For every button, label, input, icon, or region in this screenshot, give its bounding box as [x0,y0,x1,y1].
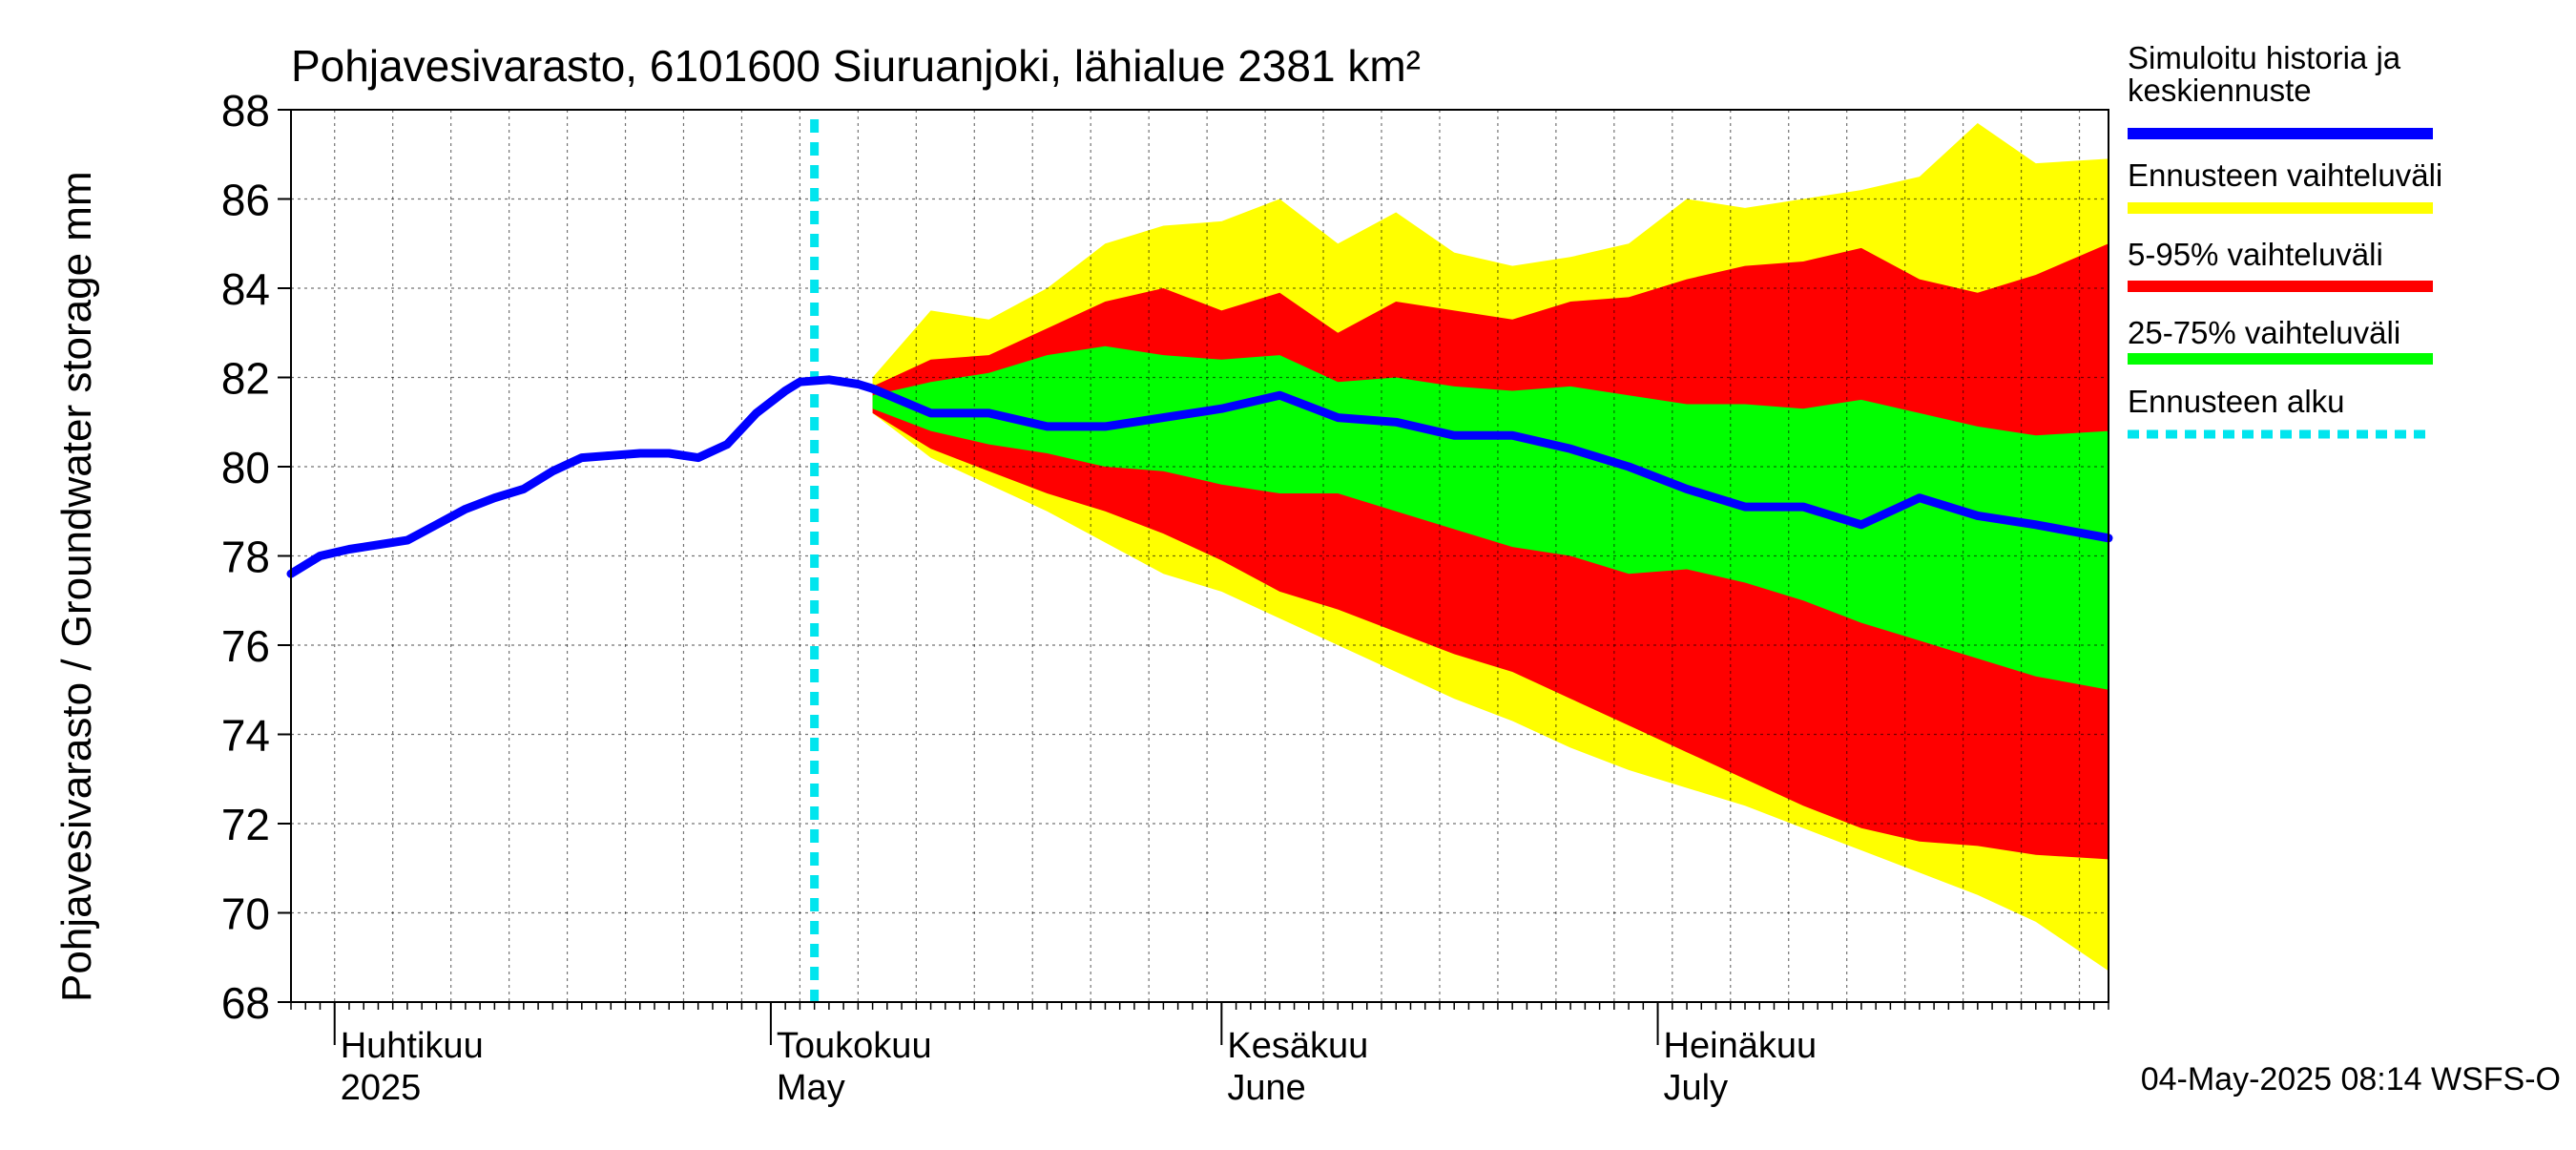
band-25-75 [872,345,2109,690]
x-month-sublabel: 2025 [341,1068,422,1108]
legend-label: Ennusteen vaihteluväli [2128,157,2442,193]
y-tick-label: 84 [221,264,270,314]
x-month-sublabel: July [1664,1068,1729,1108]
y-tick-label: 78 [221,533,270,582]
legend-label-line2: keskiennuste [2128,73,2312,108]
y-tick-label: 70 [221,889,270,939]
legend-label: Ennusteen alku [2128,384,2345,419]
footer-timestamp: 04-May-2025 08:14 WSFS-O [2141,1061,2561,1098]
x-month-label: Huhtikuu [341,1026,484,1066]
y-tick-label: 88 [221,86,270,136]
legend-label: 25-75% vaihteluväli [2128,315,2400,350]
legend-label: 5-95% vaihteluväli [2128,237,2383,272]
y-tick-label: 74 [221,711,270,761]
y-tick-label: 80 [221,443,270,492]
forecast-bands [872,123,2109,972]
y-tick-label: 76 [221,621,270,671]
grid [291,109,2109,1003]
history-mean-line [286,375,2113,578]
y-tick-label: 68 [221,978,270,1028]
x-month-sublabel: June [1227,1068,1305,1108]
y-axis-label: Pohjavesivarasto / Groundwater storage m… [53,171,100,1002]
x-month-sublabel: May [777,1068,845,1108]
y-tick-label: 72 [221,800,270,849]
x-month-label: Heinäkuu [1664,1026,1818,1066]
x-month-label: Kesäkuu [1227,1026,1368,1066]
legend-label: Simuloitu historia ja [2128,40,2401,75]
y-tick-label: 86 [221,176,270,225]
y-tick-label: 82 [221,354,270,404]
series-lines [286,119,2113,1002]
x-month-label: Toukokuu [777,1026,932,1066]
chart-title: Pohjavesivarasto, 6101600 Siuruanjoki, l… [291,41,1421,91]
